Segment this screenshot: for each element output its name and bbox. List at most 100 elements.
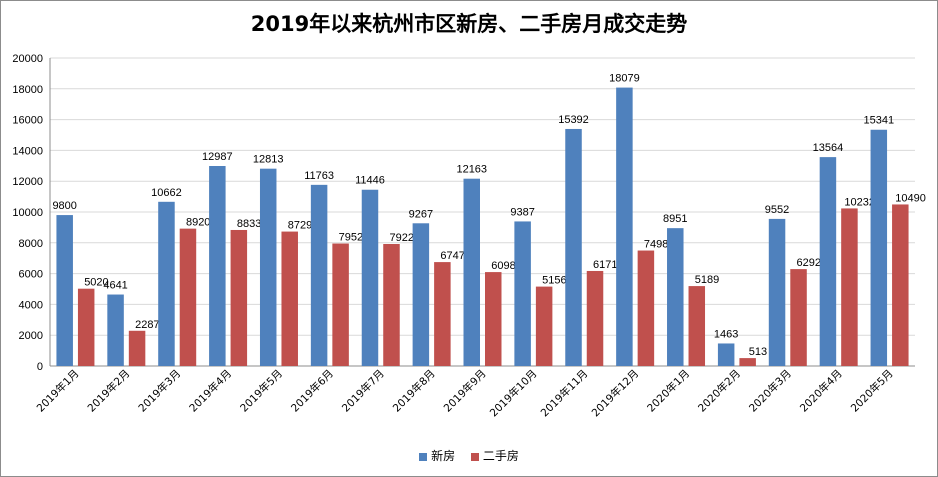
bar-1-11 (637, 250, 655, 366)
bar-0-16 (870, 129, 888, 366)
data-label-1-15: 10232 (844, 196, 875, 208)
y-tick-label-2000: 2000 (19, 330, 43, 342)
data-label-1-12: 5189 (695, 274, 719, 286)
x-tick-label-3: 2019年4月 (187, 367, 235, 415)
y-tick-label-4000: 4000 (19, 299, 43, 311)
y-tick-label-14000: 14000 (12, 145, 43, 157)
y-tick-label-0: 0 (37, 361, 43, 373)
data-label-1-10: 6171 (593, 259, 617, 271)
legend-item-second-hand: 二手房 (470, 447, 519, 464)
x-tick-label-2: 2019年3月 (136, 367, 184, 415)
data-label-0-6: 11446 (355, 175, 385, 187)
data-label-0-13: 1463 (714, 328, 738, 340)
data-label-1-8: 6098 (491, 260, 515, 272)
y-tick-label-8000: 8000 (19, 238, 43, 250)
bar-0-12 (667, 228, 684, 366)
data-label-0-8: 12163 (456, 164, 487, 176)
data-label-0-0: 9800 (52, 200, 76, 212)
x-tick-label-8: 2019年9月 (441, 367, 489, 415)
data-label-1-4: 8729 (288, 220, 312, 232)
bar-0-6 (361, 189, 379, 366)
bar-0-11 (616, 87, 633, 366)
bar-0-15 (819, 157, 837, 366)
data-label-0-1: 4641 (103, 280, 127, 292)
bar-1-7 (434, 262, 451, 366)
data-label-1-7: 6747 (440, 250, 464, 262)
data-label-0-7: 9267 (409, 208, 433, 220)
y-tick-label-18000: 18000 (12, 84, 43, 96)
legend-label-new-homes: 新房 (431, 449, 456, 463)
x-tick-label-15: 2020年4月 (797, 367, 845, 415)
data-label-1-14: 6292 (797, 257, 821, 269)
bar-1-12 (688, 286, 706, 366)
y-tick-label-6000: 6000 (19, 269, 43, 281)
data-label-0-3: 12987 (202, 151, 233, 163)
data-label-1-11: 7498 (644, 239, 668, 251)
data-label-1-13: 513 (749, 346, 767, 358)
data-label-0-5: 11763 (304, 170, 334, 182)
x-tick-label-12: 2020年1月 (644, 367, 692, 415)
data-label-0-9: 9387 (510, 206, 534, 218)
bar-0-4 (259, 168, 277, 366)
data-label-0-16: 15341 (864, 115, 895, 127)
data-label-1-3: 8833 (237, 218, 261, 230)
data-label-1-5: 7952 (339, 232, 363, 244)
x-tick-label-13: 2020年2月 (695, 367, 743, 415)
x-tick-label-7: 2019年8月 (390, 367, 438, 415)
bar-1-4 (281, 231, 298, 366)
bar-0-3 (209, 166, 226, 366)
y-tick-label-16000: 16000 (12, 115, 43, 127)
data-label-1-9: 5156 (542, 275, 566, 287)
bar-0-0 (56, 215, 73, 366)
bar-0-2 (158, 201, 175, 366)
x-tick-label-6: 2019年7月 (339, 367, 387, 415)
legend-swatch-new-homes (419, 452, 428, 461)
bar-1-9 (535, 286, 553, 366)
legend-swatch-second-hand (470, 452, 479, 461)
data-label-1-6: 7922 (389, 232, 413, 244)
bar-0-13 (717, 343, 735, 366)
bar-0-7 (412, 223, 430, 366)
bar-1-14 (790, 269, 807, 366)
bar-1-10 (586, 270, 604, 366)
x-tick-label-9: 2019年10月 (487, 367, 539, 419)
x-tick-label-14: 2020年3月 (746, 367, 794, 415)
bar-0-14 (768, 218, 786, 366)
y-tick-label-20000: 20000 (12, 53, 43, 65)
bar-1-8 (485, 272, 502, 366)
chart-title: 2019年以来杭州市区新房、二手房月成交走势 (250, 12, 688, 36)
bar-1-0 (77, 288, 95, 366)
bar-1-1 (128, 330, 146, 366)
bar-0-9 (514, 221, 531, 366)
data-label-0-14: 9552 (765, 204, 789, 216)
data-label-0-4: 12813 (253, 154, 284, 166)
bar-1-13 (739, 358, 756, 366)
bar-1-6 (383, 244, 400, 366)
x-tick-label-0: 2019年1月 (34, 367, 82, 415)
legend-item-new-homes: 新房 (419, 447, 455, 464)
bar-0-1 (107, 294, 124, 366)
data-label-0-10: 15392 (558, 114, 589, 126)
x-tick-label-11: 2019年12月 (589, 367, 641, 419)
bar-1-5 (332, 243, 349, 366)
x-tick-label-16: 2020年5月 (848, 367, 896, 415)
bar-0-10 (565, 128, 582, 366)
bar-1-16 (892, 204, 909, 366)
data-label-1-2: 8920 (186, 217, 210, 229)
legend-label-second-hand: 二手房 (482, 449, 519, 463)
y-tick-label-10000: 10000 (12, 207, 43, 219)
legend: 新房 二手房 (0, 447, 938, 464)
data-label-0-2: 10662 (151, 187, 182, 199)
y-tick-label-12000: 12000 (12, 176, 43, 188)
bar-1-15 (841, 208, 858, 366)
bar-0-5 (310, 184, 328, 366)
bar-1-2 (179, 228, 197, 366)
bar-1-3 (230, 229, 248, 366)
data-label-0-12: 8951 (663, 213, 687, 225)
data-label-0-11: 18079 (609, 73, 640, 85)
bar-0-8 (463, 178, 480, 366)
x-tick-label-10: 2019年11月 (538, 367, 590, 419)
x-tick-label-4: 2019年5月 (237, 367, 285, 415)
data-label-1-0: 5020 (84, 277, 108, 289)
